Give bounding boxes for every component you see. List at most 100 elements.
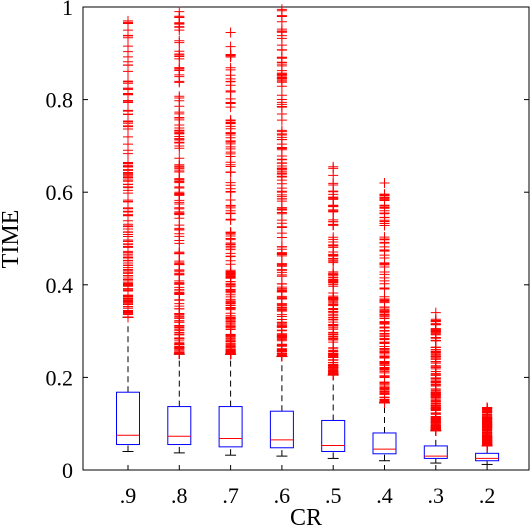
- outlier-marker: [430, 409, 441, 420]
- outlier-marker: [174, 322, 185, 333]
- y-axis-ticks: 0 0.2 0.4 0.6 0.8 1: [46, 0, 529, 483]
- x-tick-label: .3: [428, 483, 445, 508]
- outlier-marker: [225, 51, 236, 62]
- outlier-marker: [225, 344, 236, 355]
- outlier-marker: [174, 101, 185, 112]
- outlier-marker: [276, 144, 287, 155]
- outlier-marker: [123, 106, 133, 117]
- outlier-marker: [276, 203, 287, 214]
- outlier-marker: [276, 291, 287, 302]
- x-tick-label: .4: [376, 483, 393, 508]
- outlier-marker: [174, 224, 185, 235]
- outlier-marker: [379, 275, 390, 286]
- outlier-marker: [174, 137, 185, 148]
- outlier-marker: [174, 346, 185, 357]
- y-tick-label: 1: [62, 0, 73, 20]
- x-axis-label: CR: [290, 505, 322, 528]
- outlier-marker: [379, 190, 390, 201]
- outlier-marker: [276, 57, 287, 68]
- outlier-marker: [174, 18, 185, 29]
- outlier-marker: [123, 196, 133, 207]
- outlier-marker: [328, 293, 339, 304]
- outlier-marker: [225, 239, 236, 250]
- box-group-cr3: [423, 307, 448, 464]
- outlier-marker: [123, 118, 133, 129]
- outlier-marker: [328, 277, 339, 288]
- outlier-marker: [174, 238, 185, 249]
- outlier-marker: [276, 169, 287, 180]
- outlier-marker: [276, 72, 287, 83]
- outlier-marker: [225, 265, 236, 276]
- outlier-marker: [174, 65, 185, 76]
- outlier-marker: [379, 201, 390, 212]
- x-tick-label: .8: [171, 483, 188, 508]
- iqr-box: [321, 419, 346, 452]
- outlier-marker: [328, 178, 339, 189]
- outlier-marker: [430, 360, 441, 371]
- box-group-cr4: [372, 177, 397, 462]
- outlier-marker: [174, 76, 185, 87]
- y-tick-label: 0.4: [46, 273, 74, 298]
- outlier-marker: [430, 329, 441, 340]
- outlier-marker: [225, 177, 236, 188]
- outlier-marker: [174, 37, 185, 48]
- outlier-marker: [276, 264, 287, 275]
- outlier-marker: [225, 167, 236, 178]
- outlier-marker: [174, 285, 185, 296]
- outlier-marker: [123, 41, 133, 52]
- outlier-marker: [430, 350, 441, 361]
- outlier-marker: [276, 249, 287, 260]
- outlier-marker: [276, 325, 287, 336]
- outlier-marker: [174, 258, 185, 269]
- outlier-marker: [379, 234, 390, 245]
- outlier-marker: [430, 396, 441, 407]
- outlier-marker: [276, 115, 287, 126]
- outlier-marker: [225, 98, 236, 109]
- outlier-marker: [123, 227, 133, 238]
- outlier-marker: [174, 163, 185, 174]
- outlier-marker: [276, 193, 287, 204]
- outlier-marker: [328, 369, 339, 380]
- outlier-marker: [174, 206, 185, 217]
- outlier-marker: [225, 201, 236, 212]
- box-series: [116, 4, 500, 465]
- outlier-marker: [379, 366, 390, 377]
- outlier-marker: [225, 214, 236, 225]
- outlier-marker: [123, 241, 133, 252]
- outlier-marker: [276, 183, 287, 194]
- outlier-marker: [328, 355, 339, 366]
- outlier-marker: [379, 344, 390, 355]
- outlier-marker: [225, 313, 236, 324]
- outlier-marker: [328, 201, 339, 212]
- y-tick-label: 0.8: [46, 88, 74, 113]
- outlier-marker: [174, 188, 185, 199]
- outlier-marker: [225, 41, 236, 52]
- outlier-marker: [482, 403, 493, 414]
- x-tick-label: .2: [479, 483, 496, 508]
- x-tick-label: .7: [222, 483, 239, 508]
- y-tick-label: 0.6: [46, 180, 74, 205]
- outlier-marker: [123, 279, 133, 290]
- outlier-marker: [328, 216, 339, 227]
- iqr-box: [423, 445, 448, 459]
- outlier-marker: [430, 425, 441, 436]
- box-group-cr2: [475, 402, 500, 465]
- iqr-box: [218, 406, 243, 448]
- outlier-marker: [328, 239, 339, 250]
- outlier-marker: [276, 99, 287, 110]
- outlier-marker: [123, 160, 133, 171]
- outlier-marker: [430, 319, 441, 330]
- outlier-marker: [379, 353, 390, 364]
- outlier-marker: [174, 197, 185, 208]
- outlier-marker: [174, 247, 185, 258]
- outlier-marker: [123, 89, 133, 100]
- outlier-marker: [276, 24, 287, 35]
- outlier-marker: [123, 76, 133, 87]
- iqr-box: [116, 391, 140, 446]
- outlier-marker: [225, 186, 236, 197]
- box-group-cr9: [116, 15, 140, 452]
- outlier-marker: [379, 291, 390, 302]
- x-tick-label: .9: [120, 483, 137, 508]
- x-tick-label: .5: [325, 483, 342, 508]
